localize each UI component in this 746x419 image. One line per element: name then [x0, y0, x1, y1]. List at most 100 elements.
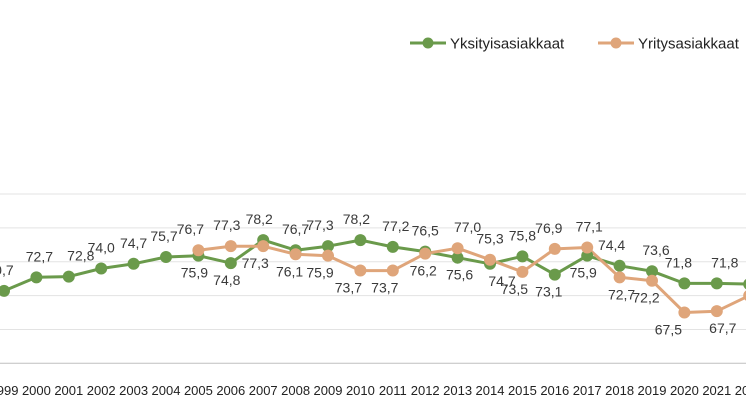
data-label: 75,3 — [476, 231, 503, 247]
legend: Yksityisasiakkaat Yritysasiakkaat — [410, 36, 740, 53]
x-tick-label: 1999 — [0, 383, 18, 398]
data-label: 76,1 — [276, 263, 303, 279]
data-label: 76,7 — [177, 221, 204, 237]
x-tick-label: 2003 — [119, 383, 148, 398]
data-label: 73,6 — [642, 242, 669, 258]
data-point — [224, 257, 237, 270]
x-tick-label: 2009 — [314, 383, 343, 398]
data-point — [613, 259, 626, 272]
data-point — [354, 264, 367, 277]
x-tick-label: 2014 — [476, 383, 505, 398]
data-point — [743, 279, 746, 290]
x-tick-label: 2002 — [87, 383, 116, 398]
data-label: 72,7 — [608, 286, 635, 302]
data-label: 76,5 — [412, 223, 439, 239]
x-tick-label: 2015 — [508, 383, 537, 398]
data-point — [386, 264, 399, 277]
data-point — [710, 305, 723, 318]
legend-item-yritysasiakkaat: Yritysasiakkaat — [598, 36, 740, 53]
data-label: 72,8 — [67, 248, 94, 264]
data-label: 75,9 — [306, 265, 333, 281]
data-point — [548, 242, 561, 255]
data-point — [160, 251, 172, 264]
data-label: 74,7 — [120, 235, 147, 251]
data-point — [322, 249, 334, 262]
x-tick-label: 2008 — [281, 383, 310, 398]
data-point — [516, 250, 529, 263]
data-label: 77,3 — [213, 217, 240, 233]
data-label: 75,9 — [570, 265, 597, 281]
data-point — [743, 290, 746, 301]
data-point — [678, 277, 691, 290]
data-point — [289, 248, 302, 261]
data-label: 67,7 — [709, 320, 736, 336]
data-label: 76,7 — [282, 221, 309, 237]
data-label: 74,4 — [598, 237, 625, 253]
data-label: 75,9 — [181, 265, 208, 281]
x-tick-label: 2012 — [411, 383, 440, 398]
data-label: 67,5 — [655, 322, 682, 338]
x-tick-label: 2016 — [540, 383, 569, 398]
data-point — [257, 240, 270, 253]
x-tick-label: 2007 — [249, 383, 278, 398]
x-tick-label: 2021 — [702, 383, 731, 398]
x-tick-label: 2001 — [54, 383, 83, 398]
data-point — [548, 268, 561, 281]
data-label: 74,8 — [213, 272, 240, 288]
data-point — [30, 271, 43, 284]
data-point — [224, 240, 237, 253]
data-label: 76,9 — [535, 220, 562, 236]
data-label: 75,7 — [150, 228, 177, 244]
data-label: 78,2 — [246, 211, 273, 227]
data-label: 72,7 — [26, 248, 53, 264]
legend-item-yksityisasiakkaat: Yksityisasiakkaat — [410, 36, 565, 53]
data-label: 71,8 — [711, 254, 738, 270]
legend-label-yksityisasiakkaat: Yksityisasiakkaat — [450, 36, 565, 53]
data-point — [516, 265, 529, 278]
data-label: 75,6 — [446, 267, 473, 283]
data-label: 73,5 — [501, 281, 528, 297]
data-label: 77,0 — [454, 219, 481, 235]
data-label: 77,1 — [576, 219, 603, 235]
data-point — [127, 257, 140, 270]
x-tick-label: 2006 — [216, 383, 245, 398]
data-point — [95, 262, 108, 275]
data-point — [646, 274, 658, 287]
x-tick-label: 2005 — [184, 383, 213, 398]
data-point — [581, 241, 594, 254]
data-point — [484, 253, 496, 266]
data-point — [386, 240, 399, 253]
data-label: 74,7 — [488, 273, 515, 289]
data-label: 78,2 — [343, 211, 370, 227]
data-label: 70,7 — [0, 262, 14, 278]
data-label: 75,8 — [509, 227, 536, 243]
x-tick-label: 2010 — [346, 383, 375, 398]
x-tick-label: 2004 — [152, 383, 181, 398]
data-point — [419, 247, 432, 260]
data-label: 73,7 — [335, 280, 362, 296]
x-tick-label: 2000 — [22, 383, 51, 398]
data-point — [710, 277, 723, 290]
data-label: 77,2 — [382, 218, 409, 234]
data-label: 72,2 — [632, 290, 659, 306]
data-label: 73,1 — [535, 284, 562, 300]
data-point — [451, 242, 464, 255]
x-tick-label: 2022 — [735, 383, 746, 398]
data-label: 77,3 — [242, 255, 269, 271]
gridlines — [0, 193, 746, 364]
data-label: 71,8 — [665, 254, 692, 270]
x-tick-label: 2011 — [379, 383, 407, 398]
data-point — [62, 270, 75, 283]
data-point — [192, 244, 205, 257]
data-labels: 70,772,772,874,074,775,775,974,878,276,7… — [0, 211, 739, 337]
series-markers — [0, 234, 746, 319]
legend-label-yritysasiakkaat: Yritysasiakkaat — [638, 36, 740, 53]
data-label: 77,3 — [306, 217, 333, 233]
x-tick-label: 2018 — [605, 383, 634, 398]
data-point — [354, 234, 367, 247]
data-point — [678, 306, 691, 319]
data-label: 74,0 — [88, 240, 115, 256]
data-label: 76,2 — [410, 263, 437, 279]
